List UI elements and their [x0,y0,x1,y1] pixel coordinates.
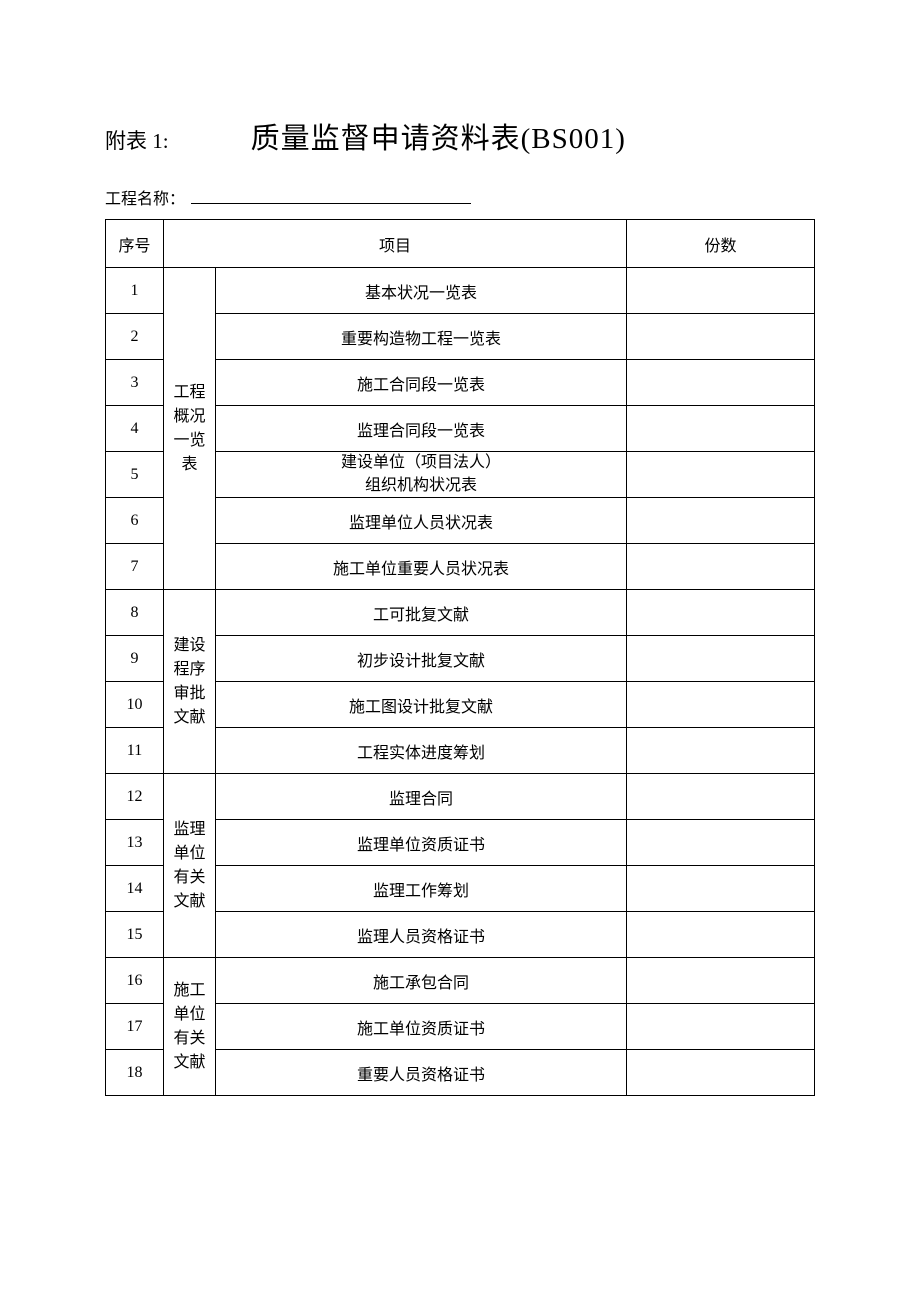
cell-category: 施工 单位 有关 文献 [164,958,216,1096]
cell-item: 初步设计批复文献 [216,636,627,682]
cat-line: 文献 [164,890,215,914]
cell-item: 监理单位资质证书 [216,820,627,866]
cell-category: 工程 概况 一览 表 [164,268,216,590]
cat-line: 概况 [164,405,215,429]
project-name-row: 工程名称： [105,185,815,209]
cell-qty [627,958,815,1004]
cell-item-line: 组织机构状况表 [216,475,626,497]
cell-seq: 11 [106,728,164,774]
cat-line: 建设 [164,634,215,658]
table-row: 8 建设 程序 审批 文献 工可批复文献 [106,590,815,636]
col-header-seq: 序号 [106,220,164,268]
table-row: 16 施工 单位 有关 文献 施工承包合同 [106,958,815,1004]
cat-line: 文献 [164,706,215,730]
cat-line: 有关 [164,1027,215,1051]
cat-line: 施工 [164,979,215,1003]
cell-item: 监理工作筹划 [216,866,627,912]
cell-item: 重要构造物工程一览表 [216,314,627,360]
cat-line: 单位 [164,842,215,866]
cell-seq: 16 [106,958,164,1004]
cell-item: 监理人员资格证书 [216,912,627,958]
header-row: 附表 1: 质量监督申请资料表(BS001) [105,115,815,157]
table-row: 12 监理 单位 有关 文献 监理合同 [106,774,815,820]
cell-item: 施工承包合同 [216,958,627,1004]
cat-line: 审批 [164,682,215,706]
cell-qty [627,360,815,406]
cell-seq: 10 [106,682,164,728]
cell-item: 基本状况一览表 [216,268,627,314]
page-title: 质量监督申请资料表(BS001) [251,115,626,157]
cell-seq: 6 [106,498,164,544]
cat-line: 单位 [164,1003,215,1027]
cat-line: 表 [164,453,215,477]
cat-line: 监理 [164,818,215,842]
cell-seq: 4 [106,406,164,452]
cell-qty [627,728,815,774]
cell-qty [627,774,815,820]
cell-seq: 1 [106,268,164,314]
cell-qty [627,498,815,544]
cell-category: 监理 单位 有关 文献 [164,774,216,958]
cell-item: 施工图设计批复文献 [216,682,627,728]
cell-qty [627,636,815,682]
cell-qty [627,682,815,728]
cell-seq: 5 [106,452,164,498]
cell-item-line: 建设单位（项目法人） [216,452,626,474]
cell-seq: 9 [106,636,164,682]
col-header-item: 项目 [164,220,627,268]
cell-item: 施工单位重要人员状况表 [216,544,627,590]
col-header-qty: 份数 [627,220,815,268]
cell-item: 建设单位（项目法人） 组织机构状况表 [216,452,627,498]
cell-seq: 13 [106,820,164,866]
cell-seq: 12 [106,774,164,820]
cell-item: 工程实体进度筹划 [216,728,627,774]
cell-qty [627,866,815,912]
header-prefix: 附表 1: [105,125,169,155]
cell-item: 监理单位人员状况表 [216,498,627,544]
cell-qty [627,590,815,636]
project-name-underline [191,188,471,204]
materials-table: 序号 项目 份数 1 工程 概况 一览 表 基本状况一览表 2 重要构造物工程一… [105,219,815,1096]
cell-qty [627,314,815,360]
cell-item: 监理合同 [216,774,627,820]
cell-seq: 14 [106,866,164,912]
cell-item: 工可批复文献 [216,590,627,636]
cell-category: 建设 程序 审批 文献 [164,590,216,774]
cell-qty [627,1004,815,1050]
cell-qty [627,1050,815,1096]
cell-item: 重要人员资格证书 [216,1050,627,1096]
table-header-row: 序号 项目 份数 [106,220,815,268]
cat-line: 程序 [164,658,215,682]
cat-line: 一览 [164,429,215,453]
cell-item: 施工合同段一览表 [216,360,627,406]
cell-qty [627,912,815,958]
table-row: 1 工程 概况 一览 表 基本状况一览表 [106,268,815,314]
cell-seq: 7 [106,544,164,590]
cat-line: 工程 [164,381,215,405]
cell-qty [627,452,815,498]
cell-qty [627,268,815,314]
project-name-label: 工程名称： [105,185,185,209]
cell-seq: 17 [106,1004,164,1050]
cell-item: 施工单位资质证书 [216,1004,627,1050]
cell-seq: 2 [106,314,164,360]
cell-qty [627,820,815,866]
cat-line: 有关 [164,866,215,890]
cell-qty [627,406,815,452]
cell-seq: 3 [106,360,164,406]
cat-line: 文献 [164,1051,215,1075]
cell-seq: 18 [106,1050,164,1096]
cell-seq: 8 [106,590,164,636]
cell-item: 监理合同段一览表 [216,406,627,452]
cell-seq: 15 [106,912,164,958]
cell-qty [627,544,815,590]
